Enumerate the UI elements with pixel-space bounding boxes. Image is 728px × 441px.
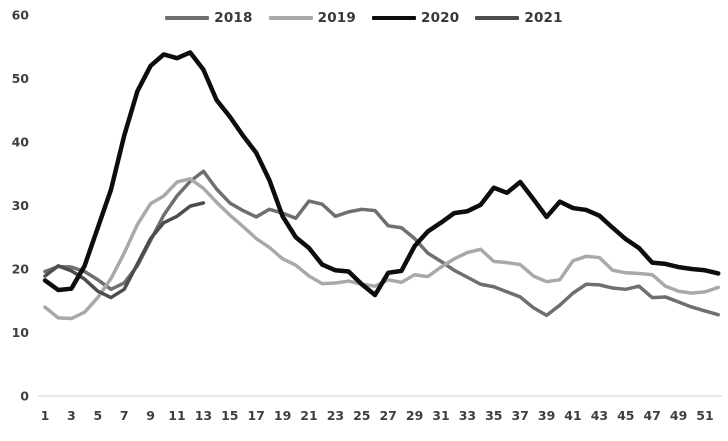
series-line-2021 [43, 201, 206, 300]
x-tick-label: 17 [247, 408, 264, 423]
y-tick-label: 30 [12, 198, 30, 213]
series-line-2020 [42, 50, 721, 298]
x-tick-label: 51 [696, 408, 713, 423]
x-tick-label: 45 [617, 408, 634, 423]
x-tick-label: 39 [538, 408, 555, 423]
x-tick-label: 9 [146, 408, 155, 423]
x-tick-label: 21 [300, 408, 317, 423]
x-tick-label: 25 [353, 408, 370, 423]
x-tick-label: 35 [485, 408, 502, 423]
y-tick-label: 20 [12, 262, 30, 277]
x-tick-label: 15 [221, 408, 238, 423]
x-tick-label: 49 [670, 408, 687, 423]
x-tick-label: 23 [327, 408, 344, 423]
series-line-2018 [43, 169, 720, 318]
x-tick-label: 41 [564, 408, 581, 423]
x-tick-label: 5 [93, 408, 102, 423]
x-tick-label: 3 [67, 408, 76, 423]
y-tick-label: 0 [20, 389, 29, 404]
x-tick-label: 33 [459, 408, 476, 423]
x-tick-label: 1 [41, 408, 50, 423]
y-tick-label: 50 [12, 71, 30, 86]
y-tick-label: 10 [12, 325, 30, 340]
x-tick-label: 27 [379, 408, 396, 423]
y-tick-label: 60 [12, 8, 30, 23]
x-tick-label: 37 [511, 408, 528, 423]
y-tick-label: 40 [12, 135, 30, 150]
x-tick-label: 47 [643, 408, 660, 423]
x-tick-label: 11 [168, 408, 185, 423]
x-tick-label: 13 [195, 408, 212, 423]
x-tick-label: 19 [274, 408, 291, 423]
x-tick-label: 43 [591, 408, 608, 423]
x-tick-label: 29 [406, 408, 423, 423]
x-tick-label: 7 [120, 408, 129, 423]
x-tick-label: 31 [432, 408, 449, 423]
